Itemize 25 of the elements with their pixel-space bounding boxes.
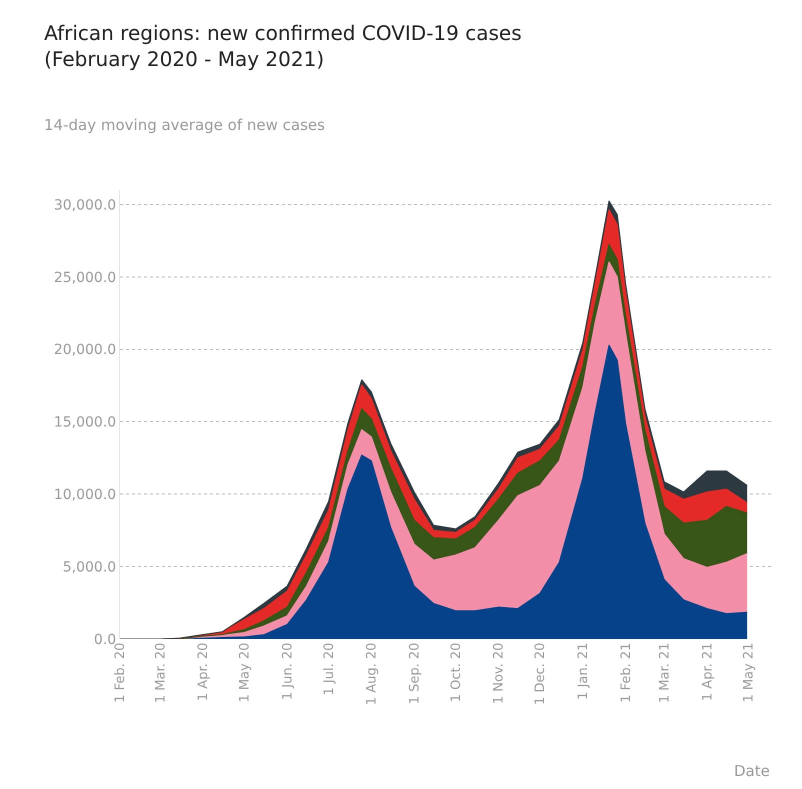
x-tick-label: 1 Aug. 20 [364, 642, 380, 706]
y-tick-label: 5,000.0 [62, 559, 116, 576]
x-tick-label: 1 Jan. 21 [576, 642, 591, 700]
x-tick-label: 1 Nov. 20 [492, 642, 507, 704]
x-tick-label: 1 Mar. 21 [657, 642, 672, 704]
y-tick-label: 30,000.0 [54, 197, 116, 214]
chart-title: African regions: new confirmed COVID-19 cases (February 2020 - May 2021) [44, 20, 522, 71]
x-tick-label: 1 Feb. 21 [618, 642, 634, 703]
y-tick-label: 25,000.0 [54, 270, 116, 286]
x-axis-title: Date [734, 762, 770, 780]
x-tick-label: 1 Jun. 20 [280, 642, 296, 700]
y-tick-label: 15,000.0 [54, 414, 116, 431]
y-tick-label: 20,000.0 [54, 342, 116, 358]
y-tick-label: 10,000.0 [54, 487, 116, 504]
x-tick-label: 1 May 20 [238, 642, 253, 703]
x-tick-label: 1 Sep. 20 [407, 642, 422, 704]
x-tick-label: 1 Feb. 20 [113, 642, 128, 703]
x-tick-label: 1 Mar. 20 [153, 642, 168, 704]
x-tick-label: 1 Dec. 20 [533, 642, 548, 705]
chart-subtitle: 14-day moving average of new cases [44, 116, 326, 134]
x-tick-label: 1 Apr. 20 [196, 642, 212, 702]
x-tick-label: 1 Jul. 20 [322, 642, 337, 696]
x-tick-label: 1 Apr. 21 [700, 642, 716, 702]
x-tick-label: 1 Oct. 20 [448, 642, 464, 702]
x-tick-label: 1 May 21 [742, 642, 757, 703]
